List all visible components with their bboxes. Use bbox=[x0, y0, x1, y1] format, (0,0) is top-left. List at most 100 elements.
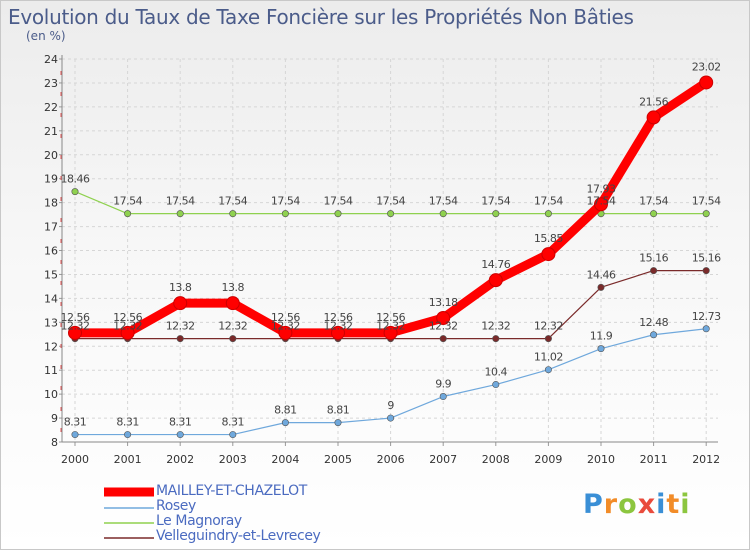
data-label: 14.76 bbox=[481, 258, 510, 271]
x-tick-label: 2002 bbox=[166, 453, 194, 466]
y-tick-label: 18 bbox=[44, 197, 58, 210]
x-tick-label: 2006 bbox=[377, 453, 405, 466]
data-label: 18.46 bbox=[61, 173, 90, 186]
data-point bbox=[650, 267, 658, 275]
data-label: 12.73 bbox=[692, 310, 721, 323]
data-label: 12.56 bbox=[113, 311, 142, 324]
logo-letter: o bbox=[618, 489, 638, 520]
data-point bbox=[699, 75, 714, 90]
y-tick-label: 16 bbox=[44, 245, 58, 258]
y-tick-label: 10 bbox=[44, 388, 58, 401]
data-label: 8.81 bbox=[327, 404, 350, 417]
data-label: 14.46 bbox=[587, 268, 616, 281]
data-point bbox=[387, 414, 395, 422]
data-label: 15.85 bbox=[534, 232, 563, 245]
x-tick-label: 2004 bbox=[271, 453, 299, 466]
legend-label-magnoray: Le Magnoray bbox=[156, 513, 242, 529]
tick-labels: 8 9 10 11 12 13 14 15 16 17 18 19 20 21 22 23 24 2000 2001… bbox=[44, 53, 720, 466]
data-point bbox=[544, 366, 552, 374]
data-label: 12.56 bbox=[376, 311, 405, 324]
data-point bbox=[646, 110, 661, 125]
data-label: 8.31 bbox=[222, 416, 245, 429]
data-point bbox=[176, 431, 184, 439]
x-tick-label: 2005 bbox=[324, 453, 352, 466]
data-label: 17.54 bbox=[113, 195, 142, 208]
data-label: 12.32 bbox=[534, 320, 563, 333]
data-point bbox=[439, 393, 447, 401]
data-label: 17.54 bbox=[429, 195, 458, 208]
x-tick-label: 2012 bbox=[692, 453, 720, 466]
y-tick-label: 21 bbox=[44, 125, 58, 138]
data-point bbox=[331, 325, 345, 340]
data-label: 21.56 bbox=[639, 95, 668, 108]
series-layer bbox=[68, 75, 714, 439]
data-label: 13.8 bbox=[222, 281, 245, 294]
data-label: 12.32 bbox=[271, 320, 300, 333]
y-tick-label: 24 bbox=[44, 53, 58, 66]
data-label: 12.32 bbox=[218, 320, 247, 333]
data-point bbox=[439, 210, 447, 218]
data-label: 17.54 bbox=[376, 195, 405, 208]
data-point bbox=[436, 311, 451, 326]
data-label: 17.54 bbox=[271, 195, 300, 208]
data-point bbox=[173, 296, 188, 311]
data-label: 15.16 bbox=[639, 252, 668, 265]
data-point bbox=[68, 325, 82, 340]
data-label: 8.31 bbox=[169, 416, 192, 429]
data-label: 23.02 bbox=[692, 60, 721, 73]
x-tick-label: 2010 bbox=[587, 453, 615, 466]
legend-swatch-mailley bbox=[104, 487, 154, 497]
data-label: 12.56 bbox=[61, 311, 90, 324]
x-tick-label: 2008 bbox=[482, 453, 510, 466]
logo-letter: t bbox=[666, 489, 681, 520]
proxiti-logo: Proxiti bbox=[583, 489, 691, 520]
y-tick-label: 12 bbox=[44, 340, 58, 353]
data-point bbox=[492, 381, 500, 389]
y-tick-label: 23 bbox=[44, 77, 58, 90]
x-tick-label: 2007 bbox=[429, 453, 457, 466]
axes bbox=[59, 55, 718, 446]
data-point bbox=[176, 210, 184, 218]
data-label: 10.4 bbox=[485, 366, 508, 379]
data-point bbox=[439, 335, 447, 343]
data-point bbox=[124, 431, 132, 439]
legend-swatch-rosey bbox=[104, 507, 154, 509]
data-point bbox=[281, 419, 289, 427]
data-labels: 8.31 8.31 8.31 8.31 8.81 8.81 9 9.9 10.4 11.02 11.… bbox=[61, 60, 722, 428]
x-tick-label: 2011 bbox=[640, 453, 668, 466]
data-label: 12.32 bbox=[324, 320, 353, 333]
legend-label-rosey: Rosey bbox=[156, 498, 196, 514]
y-tick-label: 19 bbox=[44, 173, 58, 186]
data-label: 12.56 bbox=[271, 311, 300, 324]
data-point bbox=[229, 335, 237, 343]
data-label: 11.9 bbox=[590, 330, 613, 343]
data-point bbox=[71, 188, 79, 196]
data-label: 17.54 bbox=[166, 195, 195, 208]
data-label: 9.9 bbox=[435, 378, 451, 391]
x-tick-label: 2001 bbox=[114, 453, 142, 466]
y-tick-label: 20 bbox=[44, 149, 58, 162]
data-point bbox=[488, 273, 503, 288]
data-label: 12.48 bbox=[639, 316, 668, 329]
data-label: 12.32 bbox=[376, 320, 405, 333]
x-tick-label: 2009 bbox=[534, 453, 562, 466]
y-tick-label: 15 bbox=[44, 268, 58, 281]
data-label: 12.32 bbox=[166, 320, 195, 333]
data-label: 17.54 bbox=[324, 195, 353, 208]
data-point bbox=[702, 325, 710, 333]
y-tick-label: 13 bbox=[44, 316, 58, 329]
legend-swatch-velleguindry bbox=[104, 537, 154, 539]
data-point bbox=[597, 283, 605, 291]
data-point bbox=[492, 335, 500, 343]
data-label: 13.8 bbox=[169, 281, 192, 294]
data-point bbox=[229, 210, 237, 218]
logo-letter: i bbox=[656, 489, 667, 520]
data-point bbox=[541, 247, 556, 262]
data-point bbox=[334, 419, 342, 427]
data-label: 9 bbox=[387, 399, 394, 412]
y-tick-label: 17 bbox=[44, 221, 58, 234]
x-tick-label: 2000 bbox=[61, 453, 89, 466]
data-point bbox=[597, 345, 605, 353]
data-label: 12.32 bbox=[61, 320, 90, 333]
